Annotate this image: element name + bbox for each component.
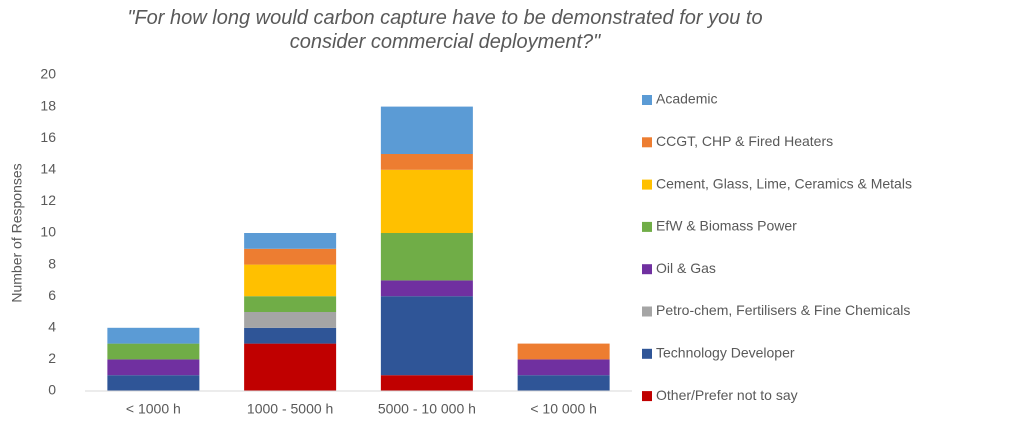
- bar-segment: [517, 343, 610, 360]
- legend-swatch: [642, 348, 652, 359]
- legend-swatch: [642, 391, 652, 402]
- x-tick-label: 5000 - 10 000 h: [378, 401, 476, 417]
- bar-segment: [244, 233, 337, 249]
- bar-segment: [244, 264, 337, 297]
- x-tick-label: 1000 - 5000 h: [247, 401, 333, 417]
- legend-swatch: [642, 179, 652, 190]
- legend-label: Other/Prefer not to say: [656, 387, 798, 403]
- chart-title: "For how long would carbon capture have …: [127, 7, 763, 53]
- legend-label: CCGT, CHP & Fired Heaters: [656, 133, 833, 149]
- legend-swatch: [642, 264, 652, 275]
- bar-segment: [244, 343, 337, 391]
- legend-label: Oil & Gas: [656, 260, 716, 276]
- y-tick-label: 8: [48, 255, 56, 271]
- legend-swatch: [642, 95, 652, 105]
- bar-segment: [380, 169, 473, 233]
- legend-label: EfW & Biomass Power: [656, 218, 797, 234]
- bar-segment: [107, 375, 200, 391]
- bar-segment: [380, 233, 473, 281]
- bar-segment: [107, 359, 200, 376]
- legend-swatch: [642, 306, 652, 317]
- y-tick-label: 6: [48, 287, 56, 303]
- legend-label: Cement, Glass, Lime, Ceramics & Metals: [656, 175, 912, 191]
- legend-label: Petro-chem, Fertilisers & Fine Chemicals: [656, 302, 910, 318]
- bar-segment: [380, 375, 473, 391]
- y-tick-label: 14: [40, 161, 56, 177]
- bar-segment: [517, 375, 610, 391]
- y-tick-label: 18: [40, 97, 56, 113]
- x-tick-label: < 10 000 h: [530, 401, 597, 417]
- y-tick-label: 0: [48, 382, 56, 398]
- bar-segment: [244, 296, 337, 312]
- bar-segment: [517, 359, 610, 376]
- bar-segment: [380, 106, 473, 154]
- bar-segment: [380, 154, 473, 170]
- legend-label: Technology Developer: [656, 345, 795, 361]
- bar-segment: [244, 248, 337, 265]
- bar-segment: [244, 327, 337, 344]
- y-tick-label: 20: [40, 66, 56, 82]
- x-tick-label: < 1000 h: [126, 401, 181, 417]
- y-tick-label: 16: [40, 129, 56, 145]
- bar-segment: [107, 343, 200, 360]
- legend-label: Academic: [656, 91, 717, 107]
- y-tick-label: 12: [40, 192, 56, 208]
- bar-segment: [380, 280, 473, 297]
- bar-segment: [107, 327, 200, 344]
- y-tick-label: 10: [40, 224, 56, 240]
- legend-swatch: [642, 221, 652, 232]
- y-tick-label: 4: [48, 319, 56, 335]
- legend-swatch: [642, 137, 652, 148]
- y-axis-label: Number of Responses: [9, 163, 25, 302]
- y-tick-label: 2: [48, 350, 56, 366]
- bar-segment: [244, 312, 337, 328]
- bar-segment: [380, 296, 473, 376]
